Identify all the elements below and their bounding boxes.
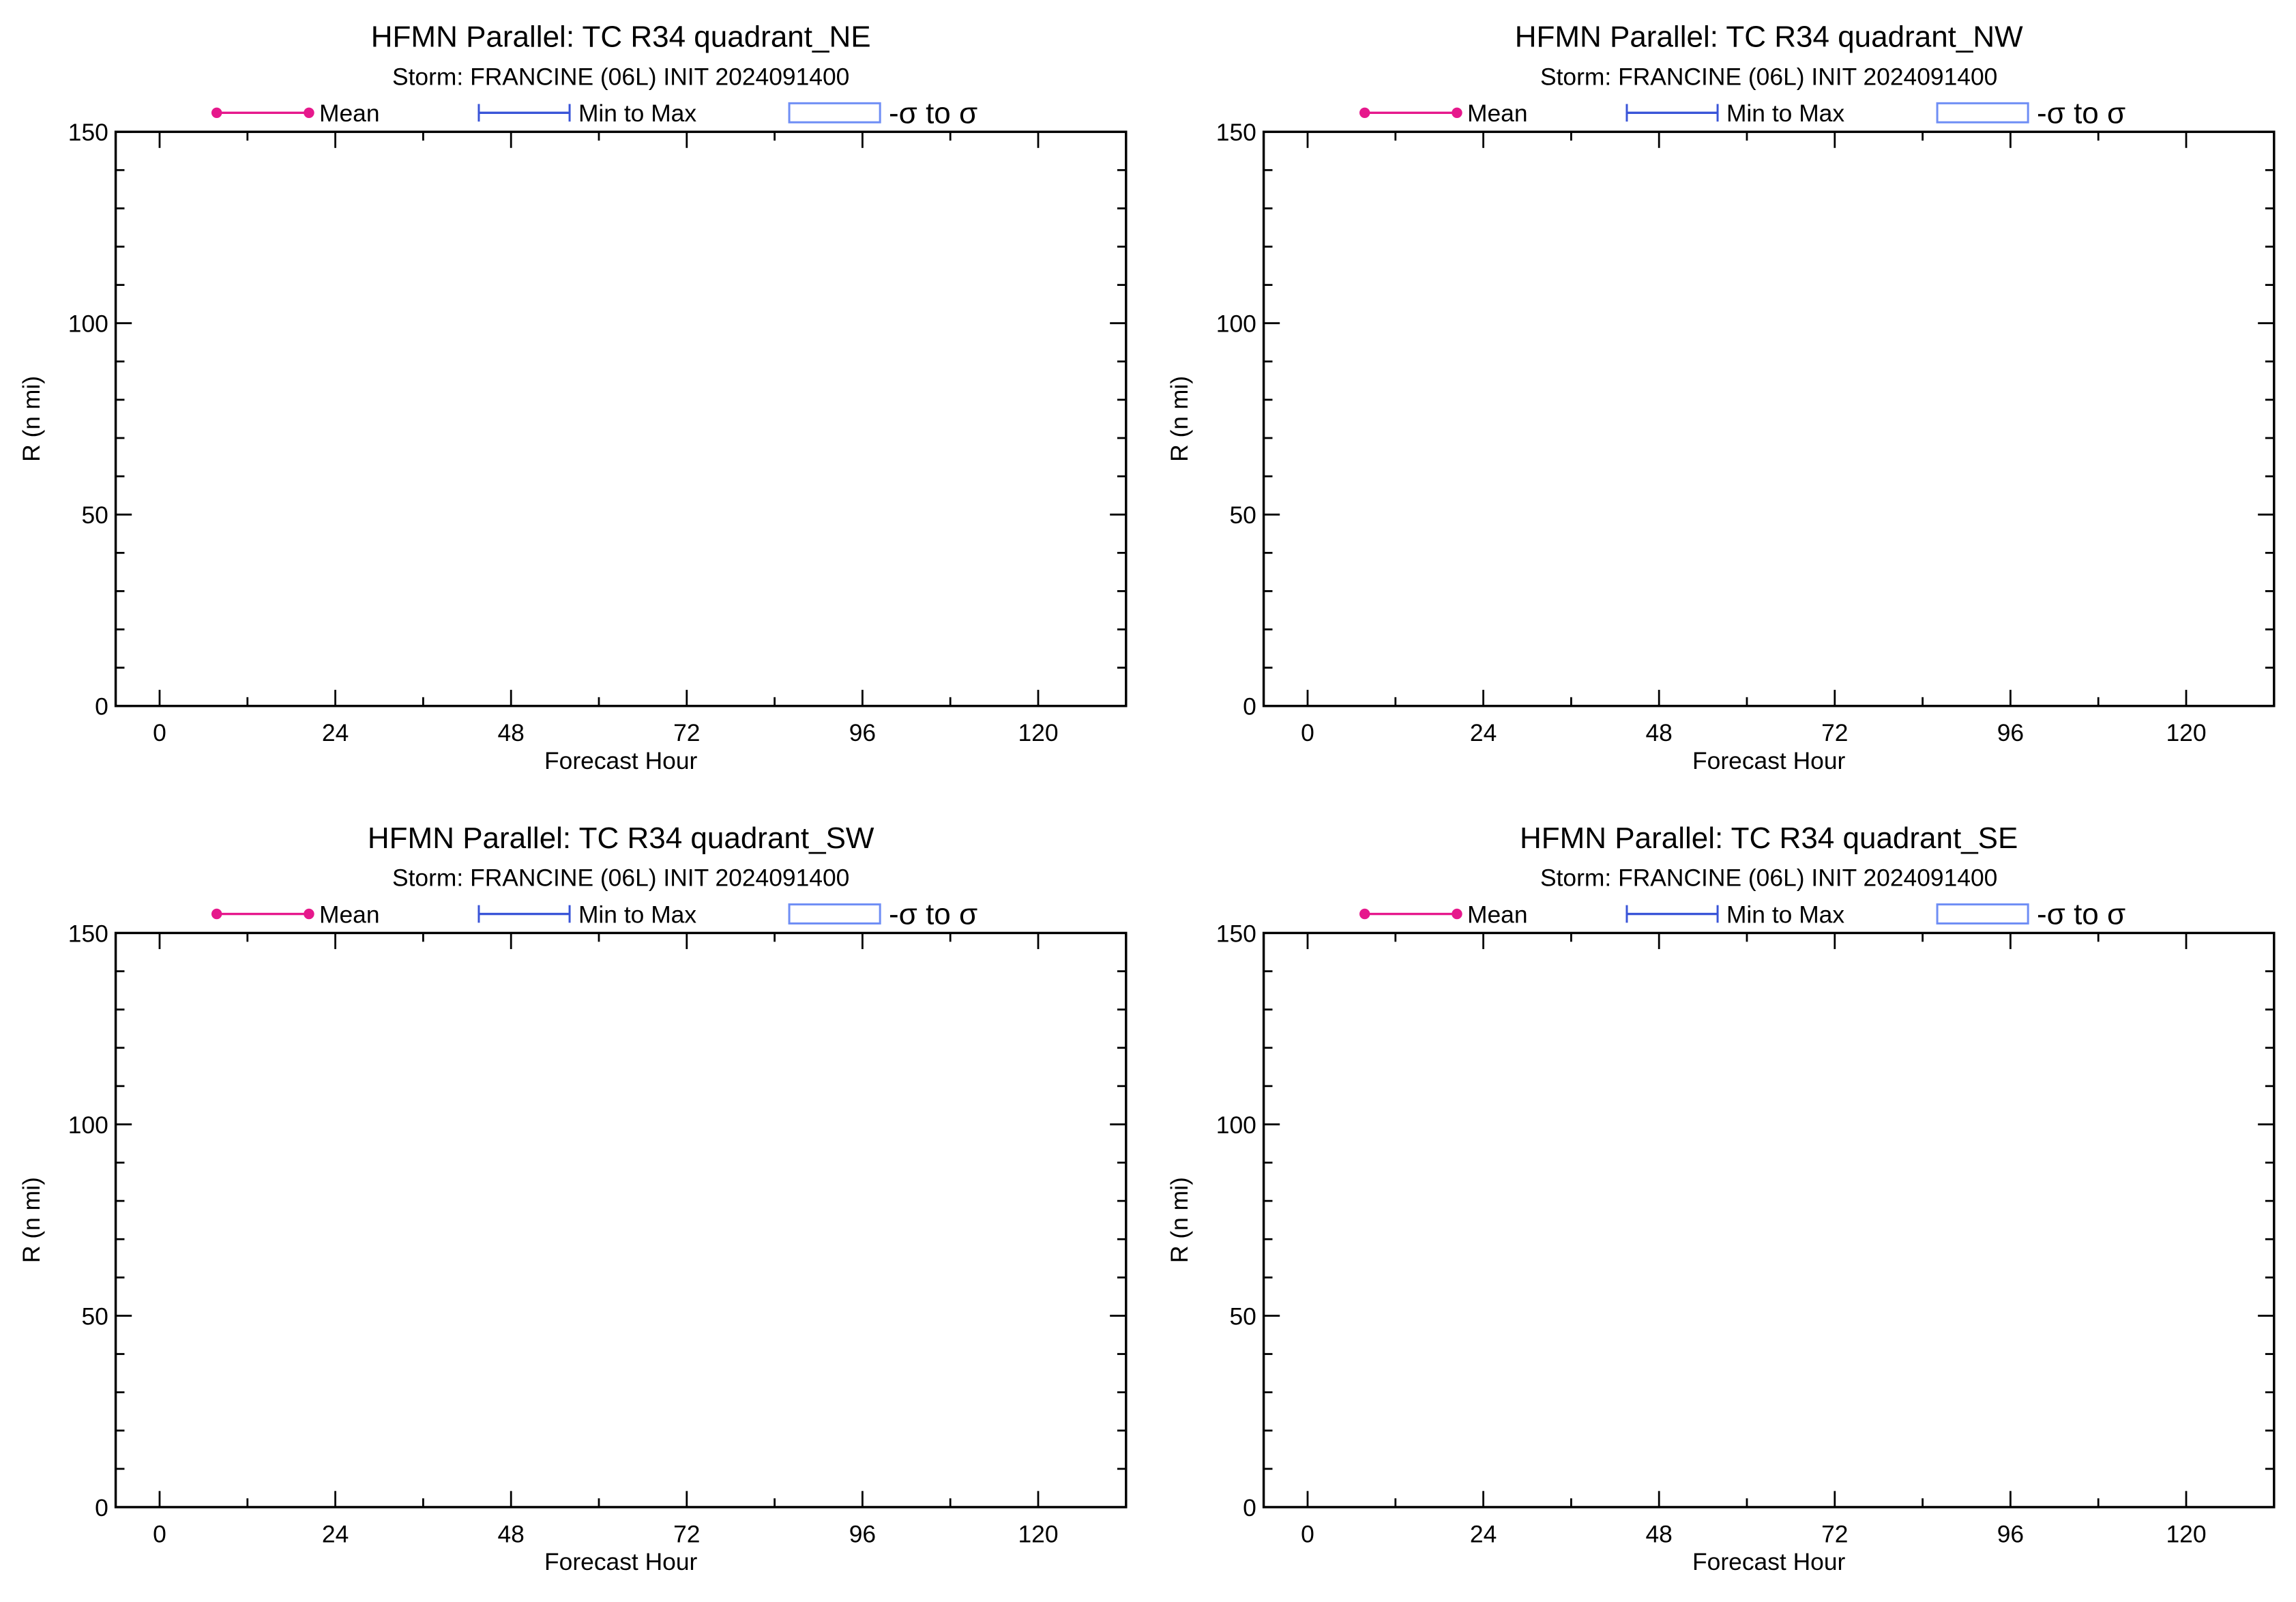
- legend-mean-label: Mean: [1467, 901, 1528, 928]
- legend-mean-dot: [1359, 908, 1370, 920]
- x-tick-label: 120: [1018, 719, 1058, 746]
- chart-subtitle: Storm: FRANCINE (06L) INIT 2024091400: [392, 864, 849, 892]
- legend-sigma-label: -σ to σ: [889, 96, 977, 130]
- y-tick-label: 150: [68, 920, 108, 947]
- y-axis-label: R (n mi): [18, 1177, 45, 1263]
- chart-panel-ne: HFMN Parallel: TC R34 quadrant_NE Storm: …: [18, 20, 1128, 774]
- y-tick-label: 150: [1216, 119, 1256, 146]
- y-tick-label: 50: [81, 1302, 108, 1330]
- x-tick-label: 120: [1018, 1520, 1058, 1547]
- y-tick-label: 100: [1216, 310, 1256, 338]
- legend: Mean Min to Max -σ to σ: [211, 898, 977, 931]
- x-axis-label: Forecast Hour: [1692, 747, 1846, 774]
- x-tick-label: 72: [1821, 719, 1848, 746]
- x-tick-label: 24: [1470, 719, 1497, 746]
- legend: Mean Min to Max -σ to σ: [211, 96, 977, 130]
- chart-subtitle: Storm: FRANCINE (06L) INIT 2024091400: [1540, 864, 1997, 892]
- legend-mean-label: Mean: [319, 901, 380, 928]
- y-tick-label: 100: [68, 310, 108, 338]
- legend-sigma-label: -σ to σ: [2037, 96, 2125, 130]
- x-tick-label: 72: [673, 719, 700, 746]
- x-tick-label: 0: [1301, 1520, 1314, 1547]
- legend-mean-label: Mean: [319, 100, 380, 127]
- y-axis-label: R (n mi): [1166, 1177, 1193, 1263]
- x-tick-label: 24: [322, 719, 349, 746]
- legend: Mean Min to Max -σ to σ: [1359, 96, 2125, 130]
- y-tick-label: 50: [1229, 1302, 1256, 1330]
- legend-mean-dot: [1452, 107, 1462, 119]
- chart-title: HFMN Parallel: TC R34 quadrant_SE: [1520, 821, 2018, 855]
- plot-frame: [114, 130, 1128, 708]
- x-axis-label: Forecast Hour: [1692, 1548, 1846, 1575]
- x-axis-label: Forecast Hour: [544, 747, 698, 774]
- legend: Mean Min to Max -σ to σ: [1359, 898, 2125, 931]
- x-tick-label: 120: [2166, 1520, 2206, 1547]
- x-tick-label: 0: [1301, 719, 1314, 746]
- legend-mean-dot: [211, 908, 222, 920]
- y-tick-label: 50: [1229, 501, 1256, 529]
- legend-sigma-label: -σ to σ: [2037, 898, 2125, 931]
- y-tick-label: 150: [1216, 920, 1256, 947]
- legend-minmax-label: Min to Max: [1726, 901, 1844, 928]
- chart-panel-sw: HFMN Parallel: TC R34 quadrant_SW Storm: …: [18, 821, 1128, 1575]
- legend-sigma-box: [788, 102, 881, 123]
- legend-mean-dot: [304, 908, 314, 920]
- plot-frame: [1262, 130, 2276, 708]
- chart-subtitle: Storm: FRANCINE (06L) INIT 2024091400: [392, 63, 849, 91]
- x-tick-label: 0: [153, 719, 166, 746]
- chart-title: HFMN Parallel: TC R34 quadrant_NE: [371, 20, 871, 54]
- x-tick-label: 48: [1645, 719, 1672, 746]
- legend-minmax-label: Min to Max: [578, 100, 696, 127]
- y-axis-label: R (n mi): [18, 376, 45, 462]
- legend-minmax-label: Min to Max: [1726, 100, 1844, 127]
- legend-mean-dot: [1359, 107, 1370, 119]
- legend-sigma-label: -σ to σ: [889, 898, 977, 931]
- chart-title: HFMN Parallel: TC R34 quadrant_SW: [368, 821, 874, 855]
- x-tick-label: 48: [497, 719, 524, 746]
- legend-mean-dot: [1452, 908, 1462, 920]
- legend-sigma-box: [1936, 903, 2029, 924]
- chart-title: HFMN Parallel: TC R34 quadrant_NW: [1515, 20, 2023, 54]
- x-tick-label: 48: [1645, 1520, 1672, 1547]
- plot-frame: [1262, 931, 2276, 1509]
- y-tick-label: 0: [95, 1494, 108, 1521]
- x-tick-label: 24: [322, 1520, 349, 1547]
- x-tick-label: 120: [2166, 719, 2206, 746]
- y-axis-label: R (n mi): [1166, 376, 1193, 462]
- y-tick-label: 0: [1243, 1494, 1256, 1521]
- y-tick-label: 0: [95, 693, 108, 720]
- x-tick-label: 96: [849, 1520, 876, 1547]
- x-tick-label: 72: [673, 1520, 700, 1547]
- legend-mean-dot: [211, 107, 222, 119]
- legend-mean-dot: [304, 107, 314, 119]
- chart-subtitle: Storm: FRANCINE (06L) INIT 2024091400: [1540, 63, 1997, 91]
- x-tick-label: 48: [497, 1520, 524, 1547]
- legend-sigma-box: [788, 903, 881, 924]
- y-tick-label: 100: [68, 1111, 108, 1139]
- x-axis-label: Forecast Hour: [544, 1548, 698, 1575]
- chart-panel-se: HFMN Parallel: TC R34 quadrant_SE Storm: …: [1166, 821, 2276, 1575]
- x-tick-label: 96: [1997, 719, 2024, 746]
- y-tick-label: 100: [1216, 1111, 1256, 1139]
- legend-mean-label: Mean: [1467, 100, 1528, 127]
- x-tick-label: 96: [849, 719, 876, 746]
- y-tick-label: 150: [68, 119, 108, 146]
- x-tick-label: 72: [1821, 1520, 1848, 1547]
- chart-panel-nw: HFMN Parallel: TC R34 quadrant_NW Storm: …: [1166, 20, 2276, 774]
- y-tick-label: 50: [81, 501, 108, 529]
- plot-frame: [114, 931, 1128, 1509]
- x-tick-label: 24: [1470, 1520, 1497, 1547]
- x-tick-label: 0: [153, 1520, 166, 1547]
- legend-sigma-box: [1936, 102, 2029, 123]
- legend-minmax-label: Min to Max: [578, 901, 696, 928]
- y-tick-label: 0: [1243, 693, 1256, 720]
- x-tick-label: 96: [1997, 1520, 2024, 1547]
